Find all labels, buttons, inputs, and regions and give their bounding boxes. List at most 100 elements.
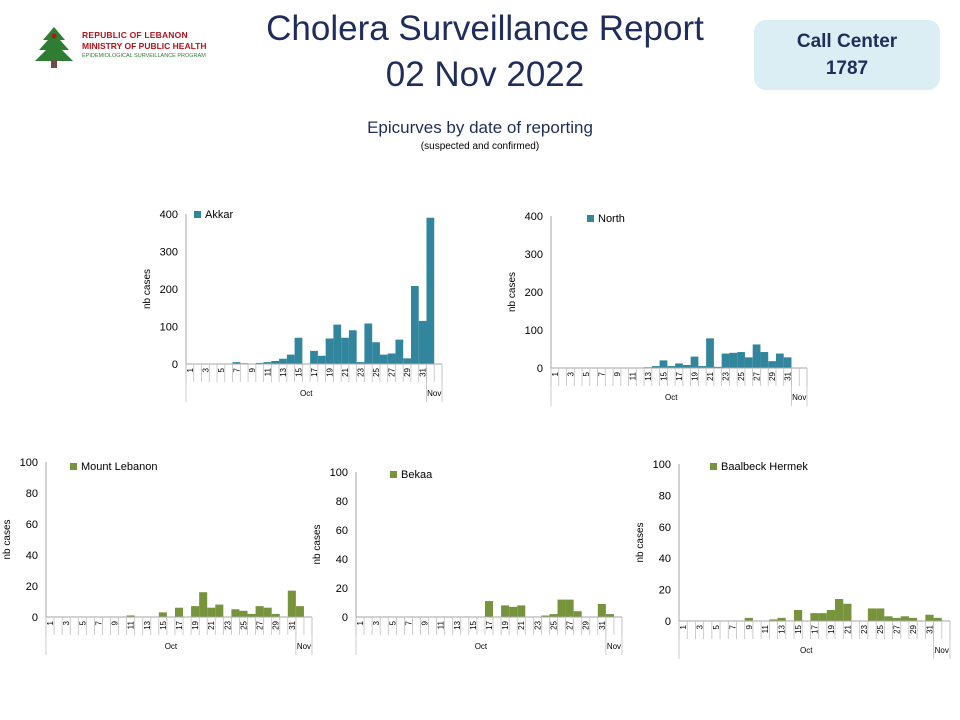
legend-label: North	[598, 213, 625, 225]
bar	[826, 610, 836, 621]
month-label: Oct	[300, 389, 313, 398]
x-tick-label: 21	[341, 367, 350, 376]
x-tick-label: 3	[201, 367, 210, 372]
x-tick-label: 11	[127, 620, 136, 629]
y-tick-label: 0	[537, 363, 543, 375]
x-tick-label: 19	[827, 624, 836, 633]
bar	[207, 607, 216, 617]
x-tick-label: 11	[761, 624, 770, 633]
x-tick-label: 31	[784, 371, 793, 380]
x-tick-label: 11	[263, 367, 272, 376]
x-tick-label: 3	[372, 620, 381, 625]
x-tick-label: 5	[388, 620, 397, 625]
bar	[255, 362, 264, 364]
bar	[517, 605, 526, 617]
y-axis-label: nb cases	[2, 519, 13, 559]
bar	[317, 355, 326, 364]
bar	[818, 613, 827, 621]
bar	[549, 614, 558, 617]
bar	[706, 338, 714, 368]
bar	[768, 361, 776, 368]
x-tick-label: 13	[778, 624, 787, 633]
bar	[675, 363, 683, 368]
x-tick-label: 29	[403, 367, 412, 376]
x-tick-label: 3	[696, 624, 705, 629]
call-center-number: 1787	[825, 58, 869, 79]
x-tick-label: 5	[582, 371, 591, 376]
bar	[271, 361, 280, 364]
x-tick-label: 27	[893, 624, 902, 633]
bar	[294, 337, 303, 364]
title-line-2: 02 Nov 2022	[385, 55, 585, 94]
legend-swatch	[390, 471, 397, 478]
x-tick-label: 15	[294, 367, 303, 376]
x-tick-label: 31	[598, 620, 607, 629]
bar	[286, 354, 295, 364]
bar	[356, 362, 365, 364]
bar	[884, 616, 893, 621]
y-tick-label: 80	[659, 490, 671, 502]
x-tick-label: 15	[159, 620, 168, 629]
bar	[729, 352, 738, 368]
x-tick-label: 31	[419, 367, 428, 376]
month-label: Oct	[165, 642, 178, 651]
x-tick-label: 11	[628, 371, 637, 380]
bar	[426, 217, 435, 364]
charts-subnote: (suspected and confirmed)	[420, 141, 540, 152]
y-axis-label: nb cases	[142, 269, 153, 309]
bar	[341, 337, 349, 364]
x-tick-label: 17	[485, 620, 494, 629]
x-tick-label: 7	[597, 371, 606, 376]
x-tick-label: 19	[691, 371, 700, 380]
x-tick-label: 19	[326, 367, 335, 376]
legend-swatch	[710, 463, 717, 470]
legend-swatch	[587, 215, 594, 222]
bar	[333, 324, 342, 364]
legend-swatch	[70, 463, 77, 470]
y-tick-label: 60	[336, 525, 348, 537]
bar	[667, 366, 676, 368]
title-line-1: Cholera Surveillance Report	[266, 9, 704, 48]
bar	[777, 617, 786, 621]
x-tick-label: 17	[175, 620, 184, 629]
bar	[215, 604, 224, 617]
bar	[295, 606, 304, 617]
bar	[876, 608, 885, 621]
bar	[793, 610, 803, 621]
bar	[395, 339, 404, 364]
x-tick-label: 29	[582, 620, 591, 629]
bar	[744, 357, 753, 368]
x-tick-label: 11	[437, 620, 446, 629]
x-tick-label: 15	[469, 620, 478, 629]
bar	[325, 338, 334, 364]
bar	[255, 606, 264, 617]
y-tick-label: 20	[336, 583, 348, 595]
bar	[760, 352, 769, 368]
bar	[191, 606, 200, 617]
month-label: Nov	[792, 393, 806, 402]
bar	[239, 610, 248, 617]
x-tick-label: 9	[613, 371, 622, 376]
legend-label: Bekaa	[401, 469, 433, 481]
bar	[263, 607, 272, 617]
legend-label: Akkar	[205, 209, 233, 221]
x-tick-label: 25	[549, 620, 558, 629]
bar	[867, 608, 877, 621]
x-tick-label: 1	[551, 371, 560, 376]
month-label: Nov	[607, 642, 621, 651]
y-tick-label: 300	[160, 247, 178, 259]
logo-line-2: MINISTRY OF PUBLIC HEALTH	[82, 41, 207, 51]
x-tick-label: 7	[94, 620, 103, 625]
x-tick-label: 7	[404, 620, 413, 625]
x-tick-label: 23	[722, 371, 731, 380]
bar	[721, 353, 730, 368]
month-label: Oct	[800, 646, 813, 655]
y-tick-label: 80	[336, 496, 348, 508]
bar	[843, 603, 852, 621]
y-tick-label: 20	[26, 581, 38, 593]
x-tick-label: 19	[501, 620, 510, 629]
bar	[900, 616, 909, 621]
y-tick-label: 100	[160, 322, 178, 334]
